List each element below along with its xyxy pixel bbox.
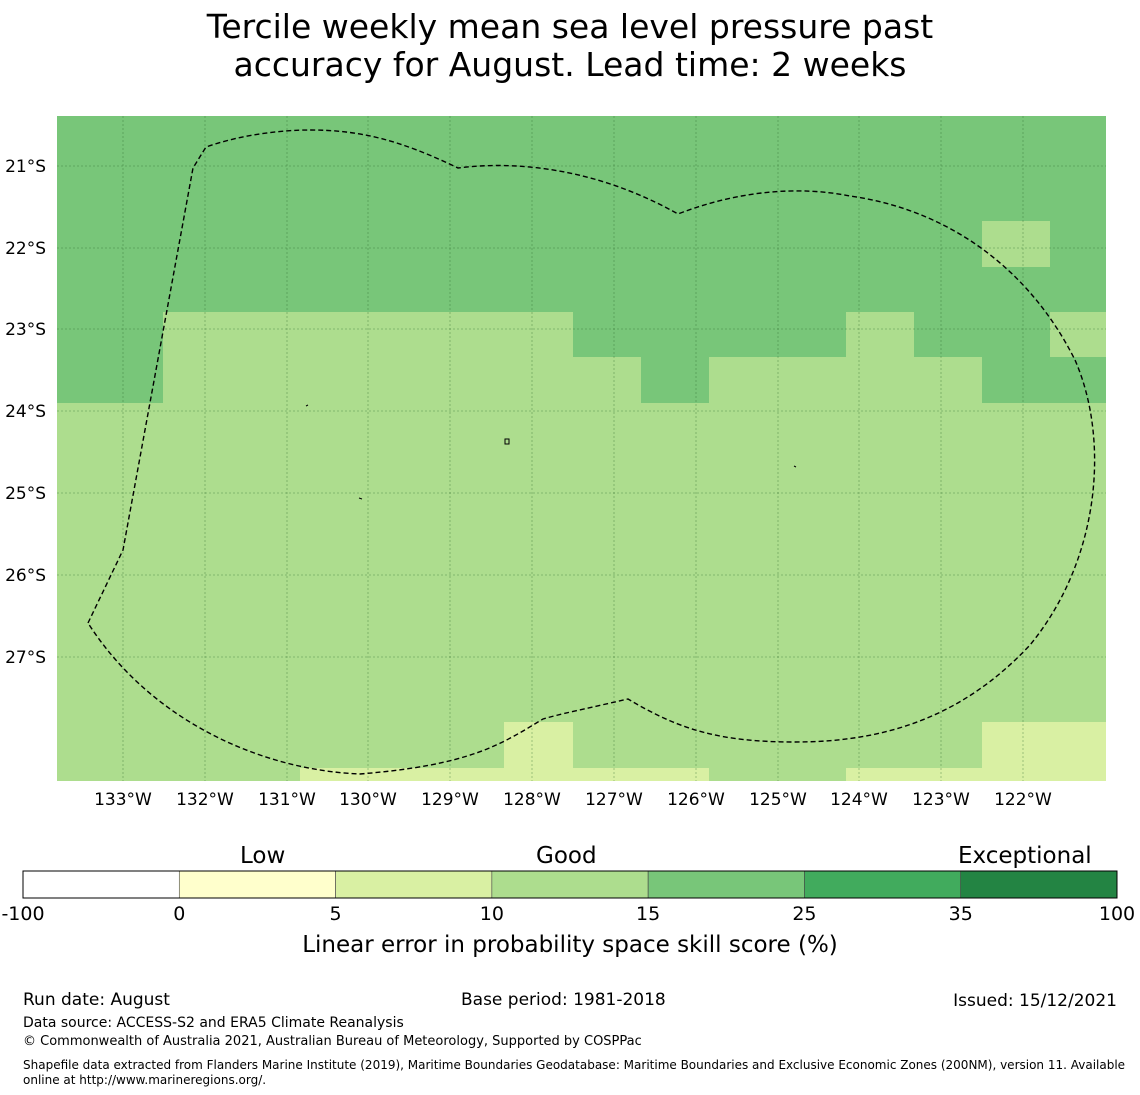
lat-label: 25°S xyxy=(5,484,46,504)
colorbar-segment xyxy=(491,870,649,899)
skill-region-lower xyxy=(57,403,1106,781)
colorbar-category-exceptional: Exceptional xyxy=(958,843,1092,869)
colorbar: -100 0 5 10 15 25 35 100 xyxy=(1,870,1135,925)
colorbar-segment xyxy=(22,870,180,899)
lon-label: 125°W xyxy=(749,790,807,810)
lon-label: 122°W xyxy=(994,790,1052,810)
colorbar-label: Linear error in probability space skill … xyxy=(302,932,838,958)
island-markers xyxy=(305,404,797,500)
base-period: Base period: 1981-2018 xyxy=(461,990,666,1010)
data-source: Data source: ACCESS-S2 and ERA5 Climate … xyxy=(23,1015,404,1031)
colorbar-segment xyxy=(960,870,1118,899)
lat-label: 24°S xyxy=(5,402,46,422)
colorbar-tick-label: 0 xyxy=(173,903,185,925)
lat-label: 27°S xyxy=(5,648,46,668)
colorbar-segments xyxy=(22,870,1118,899)
shapefile-credit: Shapefile data extracted from Flanders M… xyxy=(23,1058,1126,1087)
skill-cells-10-15 xyxy=(300,722,1106,781)
eez-boundary xyxy=(87,129,1096,775)
lon-label: 131°W xyxy=(258,790,316,810)
lat-gridlines xyxy=(57,165,1106,658)
colorbar-tick-label: 15 xyxy=(636,903,660,925)
colorbar-category-low: Low xyxy=(240,843,286,869)
colorbar-tick-label: -100 xyxy=(1,903,44,925)
colorbar-tick-label: 5 xyxy=(330,903,342,925)
issued-date: Issued: 15/12/2021 xyxy=(953,991,1117,1011)
lon-gridlines xyxy=(122,116,1024,781)
colorbar-segment xyxy=(335,870,493,899)
lat-label: 23°S xyxy=(5,320,46,340)
lon-label: 133°W xyxy=(94,790,152,810)
lon-label: 130°W xyxy=(339,790,397,810)
lat-label: 26°S xyxy=(5,566,46,586)
lon-label: 132°W xyxy=(176,790,234,810)
lon-label: 124°W xyxy=(830,790,888,810)
title-line-1: Tercile weekly mean sea level pressure p… xyxy=(206,7,934,46)
lat-labels: 21°S 22°S 23°S 24°S 25°S 26°S 27°S xyxy=(5,157,46,668)
skill-cells-15-25 xyxy=(163,221,1106,403)
map-panel: 21°S 22°S 23°S 24°S 25°S 26°S 27°S 133°W… xyxy=(5,116,1106,810)
lat-label: 22°S xyxy=(5,239,46,259)
colorbar-tick-label: 35 xyxy=(949,903,973,925)
lon-label: 126°W xyxy=(667,790,725,810)
lon-label: 128°W xyxy=(503,790,561,810)
colorbar-segment xyxy=(804,870,962,899)
colorbar-tick-label: 10 xyxy=(480,903,504,925)
colorbar-segment xyxy=(647,870,805,899)
lon-label: 127°W xyxy=(585,790,643,810)
lon-labels: 133°W 132°W 131°W 130°W 129°W 128°W 127°… xyxy=(94,790,1052,810)
lon-label: 123°W xyxy=(912,790,970,810)
colorbar-tick-label: 25 xyxy=(792,903,816,925)
colorbar-tick-label: 100 xyxy=(1099,903,1135,925)
title-line-2: accuracy for August. Lead time: 2 weeks xyxy=(233,45,907,84)
lon-label: 129°W xyxy=(421,790,479,810)
copyright: © Commonwealth of Australia 2021, Austra… xyxy=(23,1034,642,1049)
colorbar-frame xyxy=(22,870,1118,899)
colorbar-segment xyxy=(178,870,336,899)
run-date: Run date: August xyxy=(23,990,170,1010)
colorbar-ticks: -100 0 5 10 15 25 35 100 xyxy=(1,903,1135,925)
colorbar-category-good: Good xyxy=(536,843,597,869)
map-title: Tercile weekly mean sea level pressure p… xyxy=(0,8,1140,84)
lat-label: 21°S xyxy=(5,157,46,177)
